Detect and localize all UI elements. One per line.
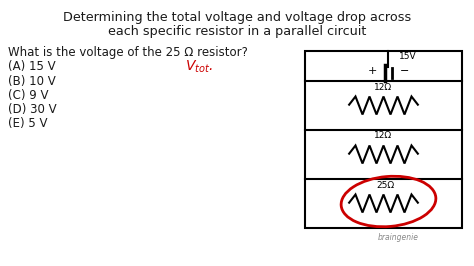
Text: +: + (368, 66, 377, 76)
Text: (D) 30 V: (D) 30 V (8, 103, 56, 116)
Text: 15V: 15V (399, 52, 416, 61)
Bar (305, 51, 462, 228)
Text: (C) 9 V: (C) 9 V (8, 89, 48, 102)
Text: 12Ω: 12Ω (374, 82, 392, 92)
Text: What is the voltage of the 25 Ω resistor?: What is the voltage of the 25 Ω resistor… (8, 46, 248, 59)
Text: (E) 5 V: (E) 5 V (8, 117, 47, 130)
Text: each specific resistor in a parallel circuit: each specific resistor in a parallel cir… (108, 25, 366, 38)
Text: 12Ω: 12Ω (374, 131, 392, 140)
Text: $V_{tot}$.: $V_{tot}$. (185, 59, 213, 75)
Text: Determining the total voltage and voltage drop across: Determining the total voltage and voltag… (63, 11, 411, 24)
Text: braingenie: braingenie (378, 233, 419, 242)
Text: (B) 10 V: (B) 10 V (8, 75, 56, 88)
Text: 25Ω: 25Ω (376, 181, 394, 190)
Text: (A) 15 V: (A) 15 V (8, 60, 55, 73)
Text: −: − (400, 66, 409, 76)
